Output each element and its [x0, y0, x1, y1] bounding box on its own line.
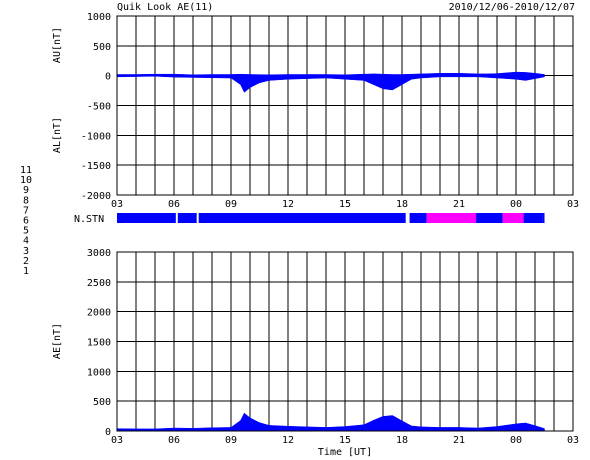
y-tick-label: 2500 [87, 278, 111, 289]
stn-legend-8: 8 [23, 195, 29, 206]
stn-segment [476, 213, 503, 223]
stn-legend-4: 4 [23, 236, 29, 247]
stn-segment [523, 213, 543, 223]
x-tick-label: 12 [282, 199, 294, 210]
y-tick-label: 2000 [87, 308, 111, 319]
stn-segment [175, 213, 178, 223]
stn-legend-11: 11 [20, 165, 32, 176]
series-area-al [116, 75, 545, 93]
x-tick-label: 06 [168, 435, 180, 446]
stn-legend-6: 6 [23, 216, 29, 227]
y-tick-label: -2000 [81, 191, 111, 202]
date-range: 2010/12/06-2010/12/07 [449, 2, 575, 13]
plot-frame [116, 15, 574, 196]
n-stn-bar [117, 213, 545, 223]
al-axis-label: AL[nT] [52, 117, 63, 153]
x-tick-label: 03 [111, 199, 123, 210]
stn-segment [177, 213, 197, 223]
stn-legend-9: 9 [23, 185, 29, 196]
x-tick-label: 12 [282, 435, 294, 446]
y-tick-label: 1500 [87, 338, 111, 349]
x-tick-label: 03 [567, 199, 579, 210]
y-tick-label: 0 [105, 72, 111, 83]
ae-axis-label: AE[nT] [52, 323, 63, 359]
x-tick-label: 06 [168, 199, 180, 210]
stn-segment [117, 213, 176, 223]
stn-segment [426, 213, 477, 223]
stn-segment [542, 213, 545, 223]
stn-legend-3: 3 [23, 246, 29, 257]
x-tick-label: 03 [567, 435, 579, 446]
au-axis-label: AU[nT] [52, 27, 63, 63]
x-tick-label: 00 [510, 199, 522, 210]
figure-title: Quik Look AE(11) [117, 2, 213, 13]
y-tick-label: 3000 [87, 248, 111, 259]
x-tick-label: 18 [396, 435, 408, 446]
y-tick-label: 1000 [87, 367, 111, 378]
y-tick-label: 500 [93, 397, 111, 408]
y-tick-label: -1500 [81, 161, 111, 172]
stn-segment [405, 213, 410, 223]
plot-frame [116, 251, 574, 432]
x-tick-label: 18 [396, 199, 408, 210]
x-tick-label: 15 [339, 435, 351, 446]
stn-legend-1: 1 [23, 266, 29, 277]
x-tick-label: 00 [510, 435, 522, 446]
n-stn-label: N.STN [74, 214, 104, 225]
y-tick-label: -1000 [81, 131, 111, 142]
stn-legend-7: 7 [23, 205, 29, 216]
x-tick-label: 21 [453, 199, 465, 210]
x-tick-label: 09 [225, 435, 237, 446]
y-tick-label: -500 [87, 102, 111, 113]
series-area-ae [116, 412, 545, 432]
stn-segment [198, 213, 406, 223]
y-tick-label: 0 [105, 427, 111, 438]
stn-segment [409, 213, 427, 223]
time-axis-label: Time [UT] [318, 447, 372, 458]
x-tick-label: 15 [339, 199, 351, 210]
y-tick-label: 1000 [87, 12, 111, 23]
y-tick-label: 500 [93, 42, 111, 53]
x-tick-label: 03 [111, 435, 123, 446]
series-area-au [116, 71, 545, 76]
stn-legend-10: 10 [20, 175, 32, 186]
x-tick-label: 09 [225, 199, 237, 210]
x-tick-label: 21 [453, 435, 465, 446]
stn-segment [196, 213, 199, 223]
stn-segment [502, 213, 524, 223]
stn-legend-5: 5 [23, 226, 29, 237]
stn-legend-2: 2 [23, 256, 29, 267]
